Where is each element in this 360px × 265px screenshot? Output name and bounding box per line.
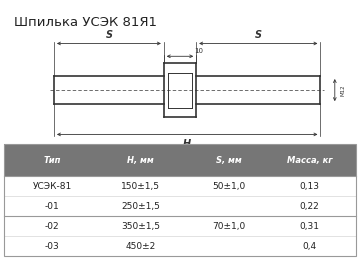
Text: -03: -03 <box>45 242 59 251</box>
Text: 0,31: 0,31 <box>300 222 320 231</box>
Text: Н: Н <box>183 139 191 149</box>
Text: УСЭК-81: УСЭК-81 <box>32 182 72 191</box>
Text: -01: -01 <box>45 202 59 211</box>
Text: Тип: Тип <box>44 156 61 165</box>
Text: 10: 10 <box>194 48 203 54</box>
Text: 150±1,5: 150±1,5 <box>121 182 160 191</box>
Bar <box>4 144 356 176</box>
Text: 450±2: 450±2 <box>125 242 156 251</box>
Text: 0,4: 0,4 <box>302 242 317 251</box>
Text: Н, мм: Н, мм <box>127 156 154 165</box>
Text: S, мм: S, мм <box>216 156 242 165</box>
Text: S: S <box>105 30 112 40</box>
Bar <box>4 196 356 216</box>
Text: 50±1,0: 50±1,0 <box>212 182 245 191</box>
Text: M12: M12 <box>340 84 345 96</box>
Bar <box>4 236 356 257</box>
Text: 70±1,0: 70±1,0 <box>212 222 245 231</box>
Text: -02: -02 <box>45 222 59 231</box>
Bar <box>4 176 356 196</box>
Text: 0,13: 0,13 <box>300 182 320 191</box>
Text: Шпилька УСЭК 81Я1: Шпилька УСЭК 81Я1 <box>14 16 157 29</box>
Bar <box>4 216 356 236</box>
Text: 0,22: 0,22 <box>300 202 319 211</box>
Text: 350±1,5: 350±1,5 <box>121 222 160 231</box>
Text: S: S <box>255 30 262 40</box>
Text: Масса, кг: Масса, кг <box>287 156 332 165</box>
Text: 250±1,5: 250±1,5 <box>121 202 160 211</box>
